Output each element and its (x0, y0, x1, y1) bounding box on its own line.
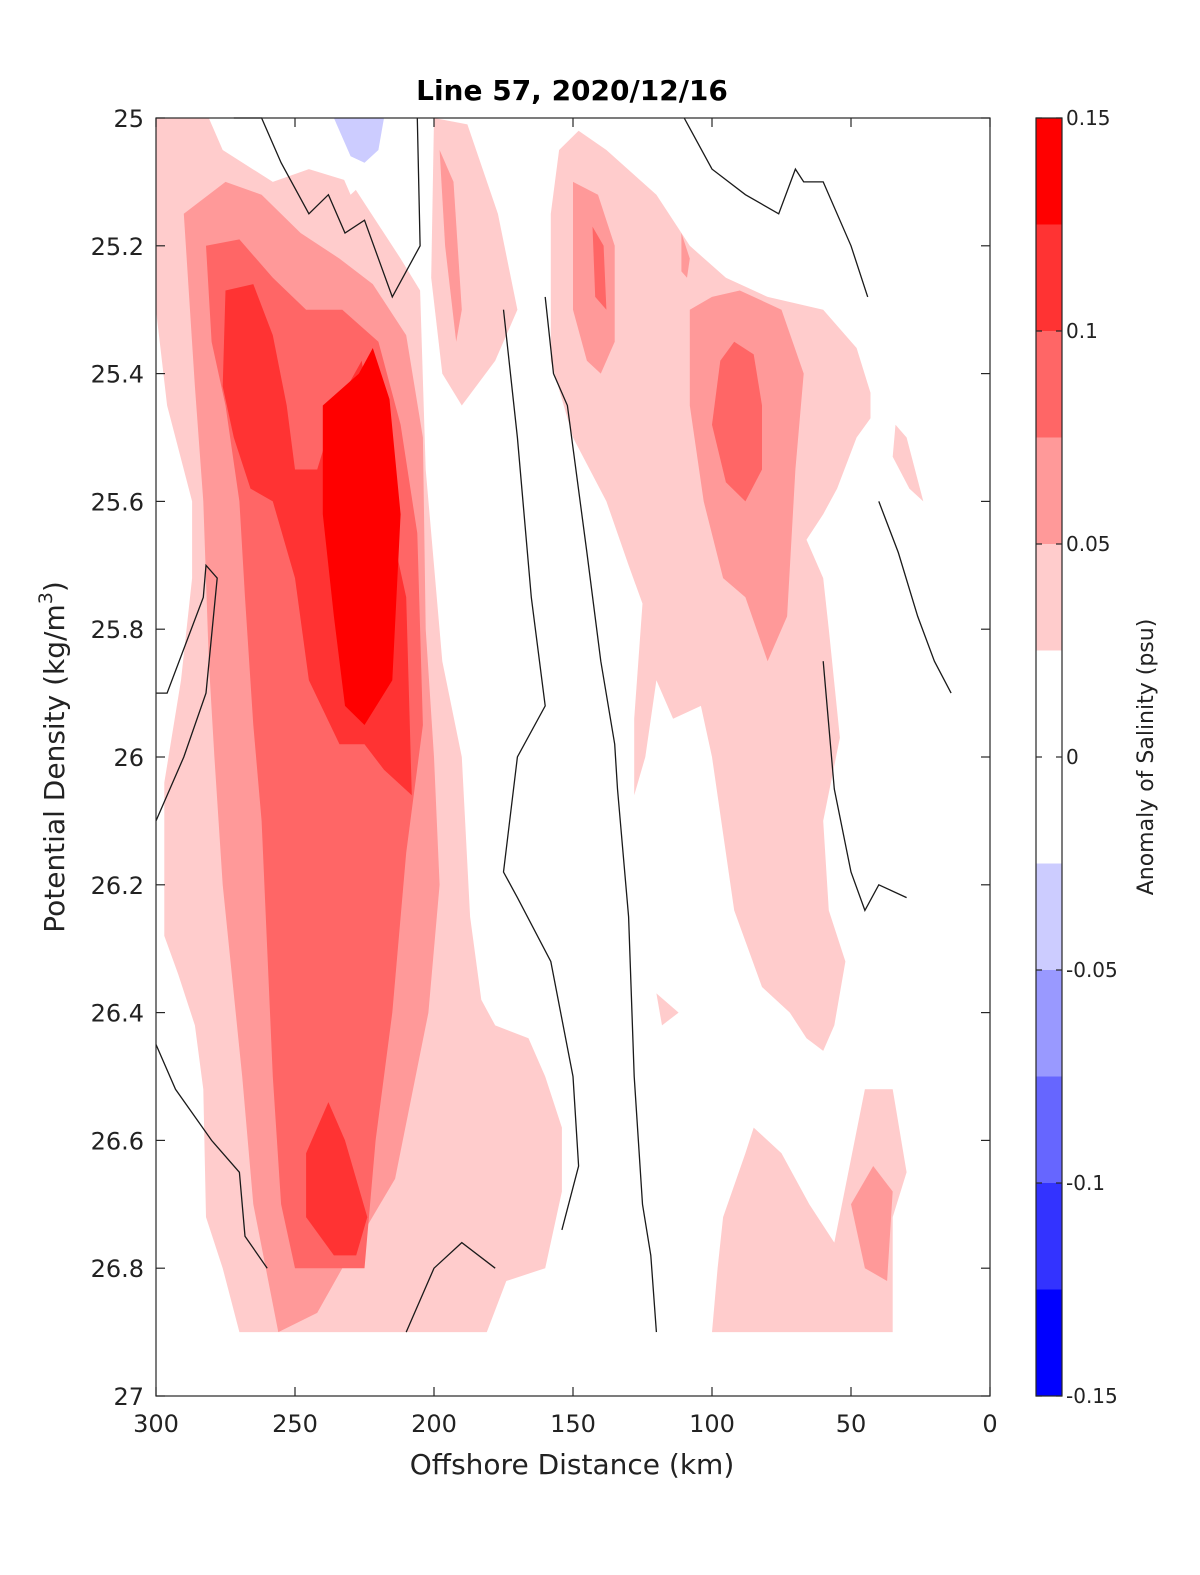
x-tick-label: 300 (133, 1410, 179, 1438)
region-neg-8 (567, 1293, 596, 1333)
colorbar-swatch (1036, 1183, 1062, 1290)
x-axis-label: Offshore Distance (km) (410, 1448, 735, 1481)
colorbar-tick-label: 0 (1066, 745, 1079, 769)
colorbar-swatch (1036, 1076, 1062, 1183)
y-tick-label: 25.2 (91, 233, 144, 261)
region-neg-7 (592, 1127, 615, 1179)
region-neg-10 (781, 118, 793, 195)
contour-1 (155, 563, 218, 822)
region-neg-6 (864, 718, 874, 757)
y-tick-label: 26 (113, 744, 144, 772)
y-tick-label: 26.2 (91, 872, 144, 900)
colorbar-label: Anomaly of Salinity (psu) (1134, 619, 1159, 896)
x-tick-label: 100 (689, 1410, 735, 1438)
colorbar-swatch (1036, 1289, 1062, 1396)
colorbar: 0.15 0.1 0.05 0 -0.05 -0.1 -0.15 (1035, 106, 1118, 1408)
chart-title: Line 57, 2020/12/16 (416, 74, 728, 107)
region-pos-c5 (712, 341, 762, 502)
contour-2 (155, 1044, 268, 1269)
colorbar-tick-label: -0.05 (1066, 958, 1118, 982)
region-pos-west-5 (322, 348, 401, 725)
region-pos-se2 (851, 1166, 893, 1281)
region-neg-4 (573, 661, 601, 917)
x-tick-label: 150 (550, 1410, 596, 1438)
plot-area (155, 117, 991, 1397)
y-tick-label: 27 (113, 1383, 144, 1411)
zero-contour-lines (155, 117, 952, 1333)
colorbar-tick-label: -0.15 (1066, 1384, 1118, 1408)
region-pos-se3 (656, 993, 679, 1026)
region-pos-c3 (592, 226, 607, 310)
x-axis: 300 250 200 150 100 50 0 (133, 118, 998, 1438)
contour-8 (878, 501, 952, 694)
y-axis: 25 25.2 25.4 25.6 25.8 26 26.2 26.4 26.6 26.8 27 (91, 105, 990, 1411)
y-tick-label: 26.4 (91, 1000, 144, 1028)
contour-9 (822, 661, 907, 912)
y-tick-label: 26.6 (91, 1127, 144, 1155)
colorbar-tick-label: 0.1 (1066, 319, 1098, 343)
region-neg-2 (333, 118, 384, 163)
region-neg-9 (725, 118, 754, 138)
y-tick-label: 25.6 (91, 488, 144, 516)
y-tick-label: 25 (113, 105, 144, 133)
region-pos-se1 (712, 1089, 907, 1333)
contour-3 (233, 117, 421, 299)
colorbar-swatch (1036, 224, 1062, 331)
contour-7 (683, 117, 869, 298)
contour-6 (405, 1241, 496, 1333)
region-pos-mid-2 (439, 150, 462, 342)
contour-5 (502, 309, 580, 1231)
region-pos-c2 (573, 181, 615, 374)
region-pos-c6 (681, 233, 690, 278)
colorbar-swatch (1036, 437, 1062, 544)
colorbar-tick-label: -0.1 (1066, 1171, 1105, 1195)
colorbar-swatch (1036, 544, 1062, 651)
y-axis-label: Potential Density (kg/m3) (35, 581, 71, 933)
region-neg-3 (156, 1229, 206, 1333)
x-tick-label: 50 (836, 1410, 867, 1438)
colorbar-swatch (1036, 970, 1062, 1077)
x-tick-label: 250 (272, 1410, 318, 1438)
colorbar-tick-label: 0.05 (1066, 532, 1111, 556)
region-pos-west-6 (306, 1102, 368, 1256)
contour-4 (544, 296, 658, 1333)
x-tick-label: 0 (982, 1410, 997, 1438)
y-tick-label: 26.8 (91, 1255, 144, 1283)
y-tick-label: 25.8 (91, 616, 144, 644)
colorbar-tick-label: 0.15 (1066, 106, 1111, 130)
y-tick-label: 25.4 (91, 361, 144, 389)
colorbar-swatch (1036, 863, 1062, 970)
x-tick-label: 200 (411, 1410, 457, 1438)
contour-fill-regions (156, 118, 940, 1333)
region-pos-r1 (892, 424, 924, 502)
colorbar-swatch (1036, 118, 1062, 225)
region-neg-5 (887, 616, 940, 821)
colorbar-swatch (1036, 331, 1062, 438)
